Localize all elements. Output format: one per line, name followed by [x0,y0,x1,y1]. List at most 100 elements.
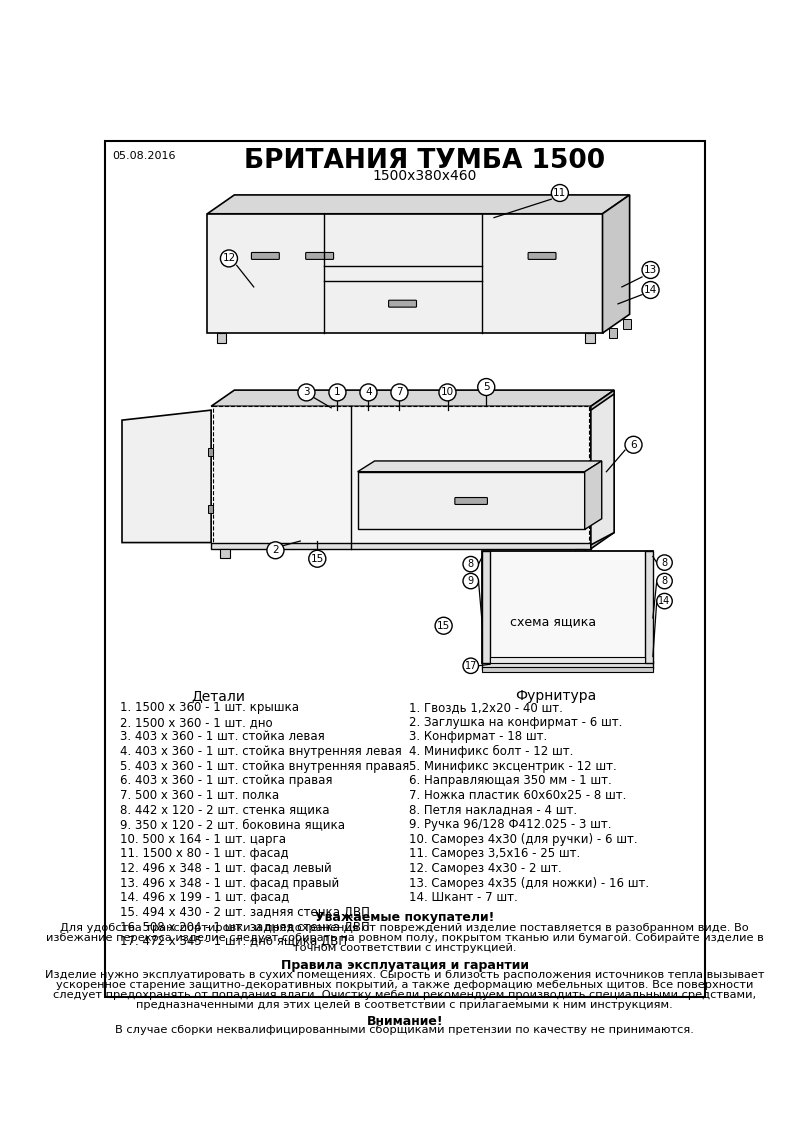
Text: 2. 1500 х 360 - 1 шт. дно: 2. 1500 х 360 - 1 шт. дно [120,716,273,729]
FancyBboxPatch shape [455,497,487,505]
Bar [483,667,653,672]
Polygon shape [585,461,602,530]
Circle shape [298,384,315,401]
Text: 7. 500 х 360 - 1 шт. полка: 7. 500 х 360 - 1 шт. полка [120,789,280,802]
Text: 10. Саморез 4х30 (для ручки) - 6 шт.: 10. Саморез 4х30 (для ручки) - 6 шт. [408,833,638,846]
Text: 14: 14 [644,285,657,295]
Text: избежание перекоса изделие следует собирать на ровном полу, покрытом тканью или : избежание перекоса изделие следует собир… [46,933,764,943]
Circle shape [220,250,238,267]
Text: 2. Заглушка на конфирмат - 6 шт.: 2. Заглушка на конфирмат - 6 шт. [408,716,623,729]
Circle shape [642,261,659,278]
Text: 16. 508 х 204 - 1 шт. задняя стенка ДВП: 16. 508 х 204 - 1 шт. задняя стенка ДВП [120,921,371,933]
Bar [575,549,585,558]
Text: Уважаемые покупатели!: Уважаемые покупатели! [315,911,495,924]
Text: Фурнитура: Фурнитура [515,689,596,703]
Text: 8: 8 [468,559,474,569]
Circle shape [642,282,659,299]
Bar [208,505,213,513]
Text: 6. Направляющая 350 мм - 1 шт.: 6. Направляющая 350 мм - 1 шт. [408,774,611,788]
Text: 8. Петля накладная - 4 шт.: 8. Петля накладная - 4 шт. [408,804,577,817]
Text: Правила эксплуатация и гарантии: Правила эксплуатация и гарантии [281,959,529,973]
Polygon shape [603,195,630,334]
Text: схема ящика: схема ящика [510,615,596,629]
Text: 3. Конфирмат - 18 шт.: 3. Конфирмат - 18 шт. [408,730,547,744]
FancyBboxPatch shape [251,252,280,259]
Text: 10. 500 х 164 - 1 шт. царга: 10. 500 х 164 - 1 шт. царга [120,833,287,846]
Text: 4: 4 [365,388,372,398]
Text: 1500x380x460: 1500x380x460 [372,169,476,183]
Text: 8. 442 х 120 - 2 шт. стенка ящика: 8. 442 х 120 - 2 шт. стенка ящика [120,804,330,817]
Polygon shape [591,390,614,549]
FancyBboxPatch shape [389,300,416,308]
Circle shape [551,185,568,202]
Text: 13. 496 х 348 - 1 шт. фасад правый: 13. 496 х 348 - 1 шт. фасад правый [120,877,340,889]
Text: 15: 15 [437,621,450,631]
Polygon shape [122,410,211,542]
Text: следует предохранять от попадания влаги. Очистку мебели рекомендуем производить : следует предохранять от попадания влаги.… [53,990,757,1000]
Circle shape [478,379,495,396]
Text: 1. 1500 х 360 - 1 шт. крышка: 1. 1500 х 360 - 1 шт. крышка [120,701,299,715]
Bar [483,662,653,668]
Text: 6. 403 х 360 - 1 шт. стойка правая: 6. 403 х 360 - 1 шт. стойка правая [120,774,333,788]
Bar [609,328,617,338]
Circle shape [391,384,408,401]
Text: 9. Ручка 96/128 Ф412.025 - 3 шт.: 9. Ручка 96/128 Ф412.025 - 3 шт. [408,818,611,832]
Polygon shape [358,461,602,472]
Text: 7: 7 [396,388,403,398]
Text: 6: 6 [630,440,637,450]
Bar [216,334,226,343]
Text: 8: 8 [661,558,668,568]
Bar [645,551,653,663]
Circle shape [463,557,479,571]
Bar [585,334,595,343]
Text: 11. 1500 х 80 - 1 шт. фасад: 11. 1500 х 80 - 1 шт. фасад [120,848,289,861]
Text: 9. 350 х 120 - 2 шт. боковина ящика: 9. 350 х 120 - 2 шт. боковина ящика [120,818,345,832]
Circle shape [656,594,672,609]
Circle shape [329,384,346,401]
Bar [483,551,653,663]
Circle shape [309,550,325,567]
Text: Детали: Детали [192,689,246,703]
Text: 5: 5 [483,382,490,392]
Text: 13: 13 [644,265,657,275]
Polygon shape [591,394,614,544]
Text: 8: 8 [661,576,668,586]
Text: 14. 496 х 199 - 1 шт. фасад: 14. 496 х 199 - 1 шт. фасад [120,891,290,904]
Circle shape [656,574,672,588]
Text: 12: 12 [222,254,235,264]
Bar [490,657,645,663]
Text: 17. 472 х 345 - 1 шт. дно ящика ДВП: 17. 472 х 345 - 1 шт. дно ящика ДВП [120,935,348,948]
Text: Внимание!: Внимание! [367,1014,443,1028]
Polygon shape [207,195,630,214]
FancyBboxPatch shape [528,252,556,259]
Text: Изделие нужно эксплуатировать в сухих помещениях. Сырость и близость расположени: Изделие нужно эксплуатировать в сухих по… [45,970,765,979]
Text: 15: 15 [310,553,324,564]
Text: 7. Ножка пластик 60х60х25 - 8 шт.: 7. Ножка пластик 60х60х25 - 8 шт. [408,789,626,802]
Circle shape [625,436,642,453]
Text: 12. 496 х 348 - 1 шт. фасад левый: 12. 496 х 348 - 1 шт. фасад левый [120,862,333,876]
Text: 2: 2 [272,545,279,556]
Text: 5. Минификс эксцентрик - 12 шт.: 5. Минификс эксцентрик - 12 шт. [408,760,616,773]
Text: 3. 403 х 360 - 1 шт. стойка левая: 3. 403 х 360 - 1 шт. стойка левая [120,730,325,744]
Bar [207,214,603,334]
Bar [208,449,213,455]
Text: 9: 9 [468,576,474,586]
Text: 14. Шкант - 7 шт.: 14. Шкант - 7 шт. [408,891,517,904]
Text: 4. Минификс болт - 12 шт.: 4. Минификс болт - 12 шт. [408,745,573,758]
Text: 05.08.2016: 05.08.2016 [113,151,176,161]
Text: 14: 14 [658,596,671,606]
Text: 15. 494 х 430 - 2 шт. задняя стенка ДВП: 15. 494 х 430 - 2 шт. задняя стенка ДВП [120,906,371,919]
Text: 5. 403 х 360 - 1 шт. стойка внутренняя правая: 5. 403 х 360 - 1 шт. стойка внутренняя п… [120,760,410,773]
Text: 3: 3 [303,388,310,398]
Bar [220,549,230,558]
FancyBboxPatch shape [306,252,333,259]
Circle shape [360,384,377,401]
Text: 1. Гвоздь 1,2х20 - 40 шт.: 1. Гвоздь 1,2х20 - 40 шт. [408,701,562,715]
Text: 11. Саморез 3,5х16 - 25 шт.: 11. Саморез 3,5х16 - 25 шт. [408,848,580,861]
Circle shape [656,554,672,570]
Bar [623,319,630,329]
Text: точном соответствии с инструкцией.: точном соответствии с инструкцией. [293,943,517,953]
Bar [211,543,591,549]
Circle shape [267,542,284,559]
Text: ускоренное старение защитно-декоративных покрытий, а также деформацию мебельных : ускоренное старение защитно-декоративных… [56,980,754,990]
